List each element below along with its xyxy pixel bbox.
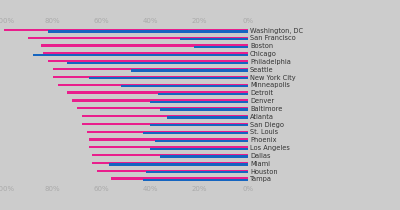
- Bar: [160, 155, 248, 158]
- Bar: [146, 171, 248, 173]
- Bar: [82, 115, 248, 117]
- Bar: [28, 37, 248, 39]
- Text: Baltimore: Baltimore: [250, 106, 282, 112]
- Bar: [158, 93, 248, 95]
- Bar: [58, 84, 248, 86]
- Bar: [87, 130, 248, 133]
- Bar: [43, 52, 248, 55]
- Bar: [168, 116, 248, 119]
- Bar: [111, 177, 248, 180]
- Bar: [53, 68, 248, 70]
- Text: Boston: Boston: [250, 43, 273, 49]
- Bar: [150, 148, 248, 150]
- Bar: [150, 101, 248, 103]
- Bar: [77, 107, 248, 109]
- Bar: [90, 146, 248, 148]
- Bar: [33, 54, 248, 56]
- Bar: [48, 30, 248, 33]
- Text: Philadelphia: Philadelphia: [250, 59, 291, 65]
- Text: San Diego: San Diego: [250, 122, 284, 127]
- Bar: [48, 60, 248, 62]
- Text: Chicago: Chicago: [250, 51, 277, 57]
- Bar: [121, 85, 248, 87]
- Bar: [72, 99, 248, 102]
- Bar: [68, 91, 248, 94]
- Bar: [82, 123, 248, 125]
- Bar: [160, 108, 248, 111]
- Bar: [143, 179, 248, 181]
- Text: Atlanta: Atlanta: [250, 114, 274, 120]
- Bar: [109, 163, 248, 165]
- Bar: [92, 154, 248, 156]
- Bar: [90, 138, 248, 141]
- Bar: [97, 170, 248, 172]
- Bar: [155, 140, 248, 142]
- Text: Denver: Denver: [250, 98, 274, 104]
- Bar: [68, 62, 248, 64]
- Bar: [92, 162, 248, 164]
- Text: Houston: Houston: [250, 168, 278, 175]
- Text: Los Angeles: Los Angeles: [250, 145, 290, 151]
- Text: Detroit: Detroit: [250, 90, 273, 96]
- Bar: [180, 38, 248, 40]
- Bar: [41, 45, 248, 47]
- Text: Tampa: Tampa: [250, 176, 272, 182]
- Text: Dallas: Dallas: [250, 153, 270, 159]
- Bar: [131, 69, 248, 72]
- Bar: [143, 132, 248, 134]
- Text: San Francisco: San Francisco: [250, 35, 296, 42]
- Text: St. Louis: St. Louis: [250, 129, 278, 135]
- Text: Washington, DC: Washington, DC: [250, 28, 303, 34]
- Bar: [194, 46, 248, 48]
- Text: Phoenix: Phoenix: [250, 137, 276, 143]
- Bar: [4, 29, 248, 31]
- Text: New York City: New York City: [250, 75, 296, 81]
- Text: Miami: Miami: [250, 161, 270, 167]
- Text: Minneapolis: Minneapolis: [250, 83, 290, 88]
- Bar: [90, 77, 248, 80]
- Text: Seattle: Seattle: [250, 67, 274, 73]
- Bar: [53, 76, 248, 78]
- Bar: [150, 124, 248, 126]
